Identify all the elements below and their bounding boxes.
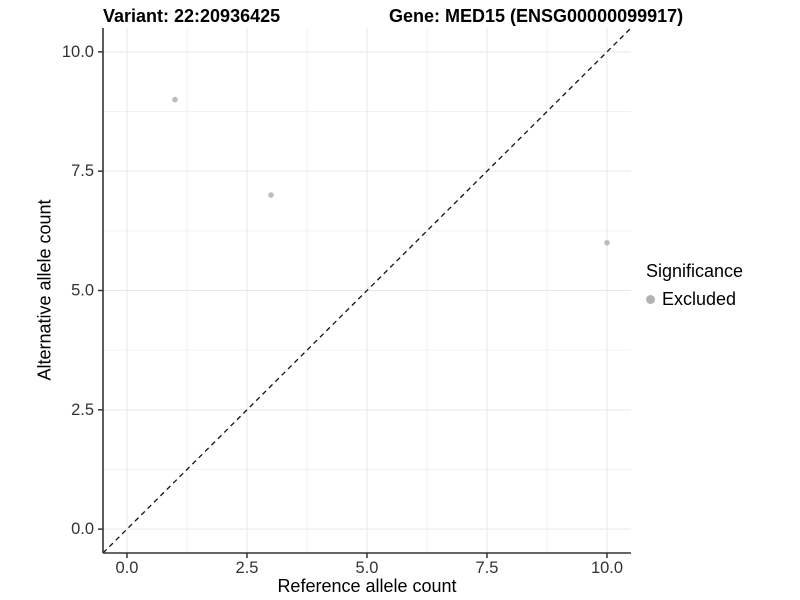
y-tick-label: 0.0 bbox=[71, 520, 94, 538]
legend-item-label: Excluded bbox=[662, 289, 737, 309]
x-axis-title: Reference allele count bbox=[277, 576, 457, 596]
x-tick-label: 2.5 bbox=[236, 559, 259, 577]
y-tick-label: 5.0 bbox=[71, 282, 94, 300]
legend: Significance Excluded bbox=[646, 261, 743, 310]
y-tick-label: 7.5 bbox=[71, 162, 94, 180]
plot-title-variant: Variant: 22:20936425 bbox=[103, 6, 281, 26]
identity-line bbox=[102, 27, 632, 554]
plot-title-gene: Gene: MED15 (ENSG00000099917) bbox=[389, 6, 684, 26]
data-point bbox=[268, 192, 274, 198]
x-tick-label: 10.0 bbox=[591, 559, 623, 577]
legend-item-excluded: Excluded bbox=[646, 289, 743, 310]
data-point bbox=[604, 239, 610, 246]
y-tick-label: 10.0 bbox=[62, 43, 94, 61]
x-tick-label: 0.0 bbox=[116, 559, 139, 577]
legend-key-dot-icon bbox=[646, 295, 655, 304]
y-axis-title: Alternative allele count bbox=[34, 199, 55, 381]
legend-title: Significance bbox=[646, 261, 744, 281]
data-point bbox=[172, 96, 178, 103]
y-tick-label: 2.5 bbox=[71, 401, 94, 419]
x-tick-label: 5.0 bbox=[356, 559, 379, 577]
x-tick-label: 7.5 bbox=[476, 559, 499, 577]
